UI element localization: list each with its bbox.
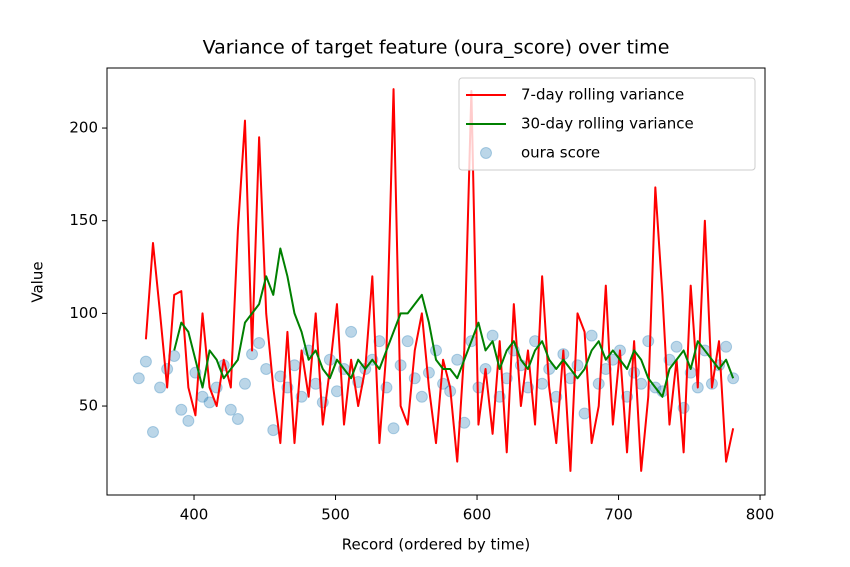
scatter-point bbox=[387, 422, 400, 435]
scatter-point bbox=[401, 335, 414, 348]
scatter-point bbox=[146, 425, 159, 438]
scatter-point bbox=[529, 335, 542, 348]
scatter-point bbox=[345, 325, 358, 338]
chart-title: Variance of target feature (oura_score) … bbox=[203, 37, 670, 59]
scatter-point bbox=[253, 337, 266, 350]
x-tick-label: 500 bbox=[321, 506, 350, 524]
scatter-point bbox=[260, 362, 273, 375]
scatter-point bbox=[727, 372, 740, 385]
scatter-point bbox=[373, 335, 386, 348]
scatter-point bbox=[238, 377, 251, 390]
scatter-point bbox=[139, 355, 152, 368]
scatter-point bbox=[415, 390, 428, 403]
legend-label: 7-day rolling variance bbox=[521, 86, 684, 104]
legend-label: oura score bbox=[521, 144, 600, 162]
scatter-point bbox=[224, 403, 237, 416]
line bbox=[173, 247, 735, 398]
x-axis-label: Record (ordered by time) bbox=[342, 536, 531, 554]
y-tick-label: 150 bbox=[69, 211, 98, 229]
scatter-point bbox=[182, 414, 195, 427]
scatter-point bbox=[430, 344, 442, 357]
legend-marker bbox=[480, 147, 492, 159]
scatter-point bbox=[422, 366, 435, 379]
scatter-point bbox=[571, 359, 584, 372]
scatter-point bbox=[720, 340, 733, 353]
y-axis-label: Value bbox=[29, 261, 47, 302]
scatter-point bbox=[161, 362, 174, 375]
scatter-point bbox=[536, 377, 549, 390]
scatter-point bbox=[578, 407, 591, 420]
axes-frame bbox=[106, 67, 766, 496]
scatter-point bbox=[486, 329, 499, 342]
scatter-point bbox=[451, 353, 464, 366]
scatter-point bbox=[154, 381, 167, 394]
scatter-point bbox=[592, 377, 605, 390]
x-tick-label: 600 bbox=[463, 506, 492, 524]
x-tick-label: 700 bbox=[604, 506, 633, 524]
legend-label: 30-day rolling variance bbox=[521, 115, 694, 133]
scatter-point bbox=[330, 385, 343, 398]
scatter-point bbox=[175, 403, 188, 416]
legend-box bbox=[458, 77, 756, 171]
scatter-point bbox=[132, 372, 145, 385]
scatter-point bbox=[267, 424, 280, 437]
y-tick-label: 50 bbox=[79, 397, 98, 415]
scatter-point bbox=[642, 335, 655, 348]
scatter-point bbox=[231, 413, 244, 426]
y-tick-label: 200 bbox=[69, 119, 98, 137]
line bbox=[144, 88, 735, 472]
scatter-point bbox=[585, 329, 598, 342]
scatter-point bbox=[274, 370, 287, 383]
scatter-point bbox=[628, 366, 641, 379]
y-tick-label: 100 bbox=[69, 304, 98, 322]
scatter-point bbox=[670, 340, 683, 353]
x-tick-label: 800 bbox=[746, 506, 775, 524]
x-tick-label: 400 bbox=[180, 506, 209, 524]
plot-area bbox=[132, 88, 740, 472]
